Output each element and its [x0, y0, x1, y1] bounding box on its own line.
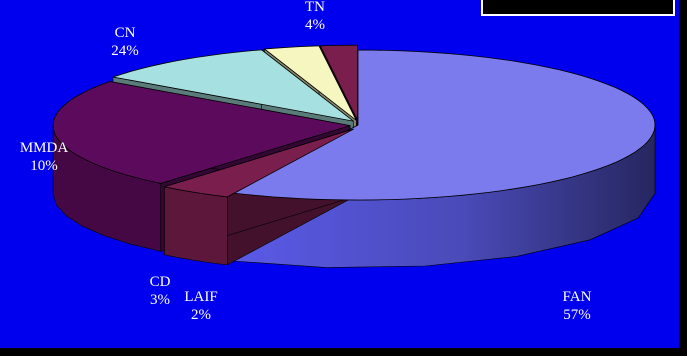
slice-label-fan: FAN 57% — [552, 288, 602, 324]
slice-top-tn — [164, 128, 354, 198]
slice-side-tn — [164, 186, 228, 266]
slice-label-tn: TN 4% — [290, 0, 340, 34]
slice-label-cd: CD 3% — [140, 273, 180, 309]
slice-name-fan: FAN — [562, 289, 592, 305]
slice-pct-mmda: 10% — [30, 158, 58, 174]
slice-name-cd: CD — [149, 274, 171, 290]
slice-top-laif — [319, 44, 358, 121]
slice-pct-fan: 57% — [563, 307, 591, 323]
slice-top-cd — [263, 45, 357, 121]
slice-top-mmda — [112, 49, 354, 122]
slice-label-laif: LAIF 2% — [176, 288, 226, 324]
slice-pct-tn: 4% — [305, 17, 325, 33]
slice-label-cn: CN 24% — [100, 24, 150, 60]
legend-box — [481, 0, 675, 16]
slice-pct-laif: 2% — [191, 307, 211, 323]
slice-pct-cn: 24% — [111, 43, 139, 59]
slice-name-tn: TN — [305, 0, 325, 15]
slice-pct-cd: 3% — [150, 292, 170, 308]
slice-top-cn — [52, 81, 351, 184]
slice-name-mmda: MMDA — [19, 140, 69, 156]
slice-name-cn: CN — [114, 25, 136, 41]
slice-label-mmda: MMDA 10% — [14, 139, 74, 175]
slice-name-laif: LAIF — [184, 289, 218, 305]
slice-top-fan — [230, 49, 656, 201]
